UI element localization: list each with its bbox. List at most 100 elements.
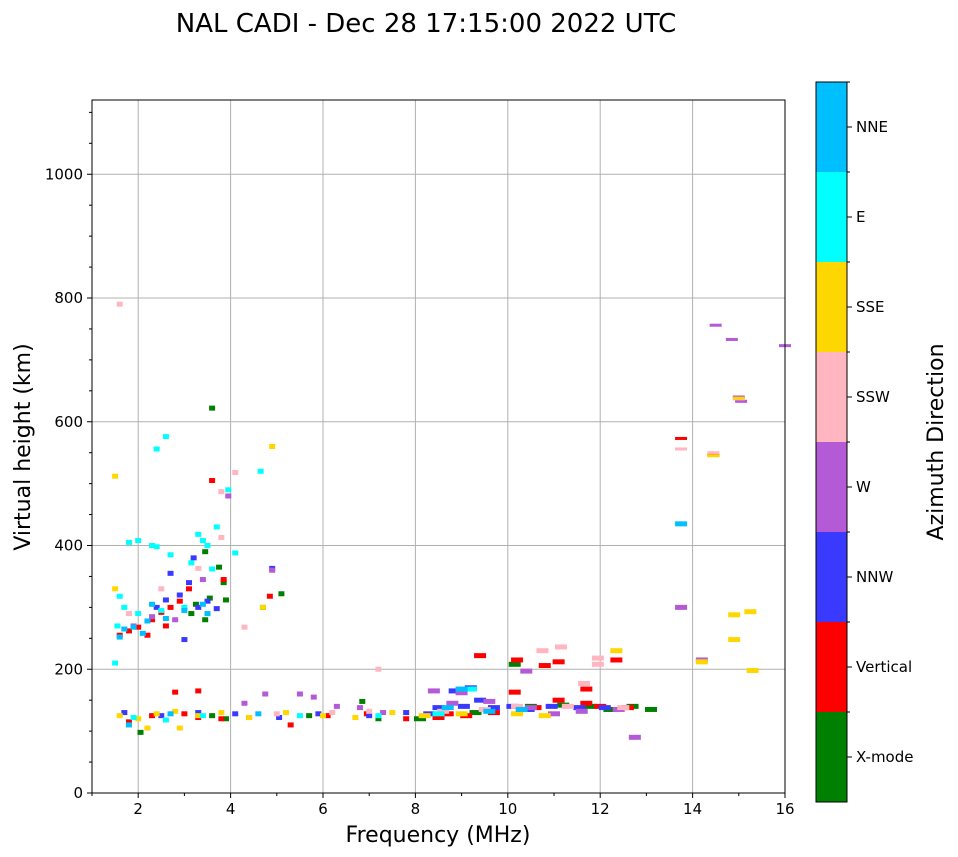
echo-mark-nne [204,611,211,617]
colorbar-tick-label: SSE [856,298,885,316]
echo-mark-x-mode [645,706,658,712]
echo-mark-e [225,487,232,493]
echo-mark-sse [153,711,160,717]
echo-mark-vertical [403,716,410,722]
colorbar-label: Azimuth Direction [924,343,949,540]
echo-mark-w [446,700,459,706]
echo-mark-e [125,539,132,545]
echo-mark-ssw [591,655,604,661]
echo-mark-w [709,323,722,327]
colorbar-tick-label: NNW [856,568,893,586]
echo-mark-sse [172,708,179,714]
y-tick-label: 400 [54,537,83,555]
echo-mark-vertical [508,689,521,695]
echo-mark-x-mode [222,716,229,722]
echo-mark-ssw [675,447,688,451]
echo-mark-sse [744,609,757,615]
echo-mark-vertical [162,623,169,629]
echo-mark-nnw [213,606,220,612]
echo-mark-w [427,688,440,694]
echo-mark-nnw [195,710,202,716]
echo-mark-x-mode [192,601,199,607]
x-tick-label: 2 [133,800,143,818]
echo-mark-nne [199,601,206,607]
x-tick-label: 10 [498,800,517,818]
colorbar-tick-label: E [856,208,865,226]
echo-mark-w [241,700,248,706]
colorbar-tick-label: W [856,478,871,496]
echo-mark-nnw [457,703,470,709]
colorbar-tick-label: X-mode [856,748,913,766]
echo-mark-vertical [135,624,142,630]
colorbar-segment-x-mode [816,712,847,802]
echo-mark-vertical [220,577,227,583]
echo-mark-vertical [125,719,132,725]
echo-mark-vertical [610,657,623,663]
echo-mark-w [296,691,303,697]
echo-mark-nne [515,706,528,712]
echo-mark-nnw [158,713,165,719]
echo-mark-sse [283,710,290,716]
echo-mark-sse [352,715,359,721]
x-tick-label: 16 [775,800,794,818]
echo-mark-nnw [176,592,183,598]
echo-mark-vertical [167,604,174,610]
echo-mark-w [575,708,588,714]
echo-mark-vertical [675,436,688,440]
echo-mark-nnw [598,705,611,711]
echo-mark-ssw [273,711,280,717]
echo-mark-e [162,434,169,440]
echo-mark-w [149,614,156,620]
echo-mark-e [199,713,206,719]
echo-mark-e [162,717,169,723]
echo-mark-x-mode [209,713,216,719]
colorbar-tick-label: NNE [856,118,888,136]
colorbar-segment-vertical [816,622,847,712]
echo-mark-ssw [591,661,604,667]
y-tick-label: 600 [54,413,83,431]
echo-mark-w [269,567,276,573]
echo-mark-x-mode [216,564,223,570]
echo-mark-x-mode [508,661,521,667]
echo-mark-e [199,538,206,544]
colorbar-segment-sse [816,262,847,352]
echo-mark-vertical [580,700,593,706]
echo-mark-ssw [218,534,225,540]
echo-mark-w [380,710,387,716]
echo-mark-ssw [511,703,524,709]
echo-mark-nne [483,708,496,714]
echo-mark-nnw [545,703,558,709]
echo-mark-nne [130,624,137,630]
colorbar-segment-nnw [816,532,847,622]
echo-mark-nnw [162,597,169,603]
x-axis-ticks: 2 4 6 8 10 12 14 16 [91,793,795,818]
chart-title: NAL CADI - Dec 28 17:15:00 2022 UTC [176,9,676,39]
echo-mark-vertical [149,713,156,719]
echo-mark-vertical [552,697,565,703]
echo-mark-nne [455,686,468,692]
echo-mark-sse [610,648,623,654]
echo-mark-e [112,660,119,666]
echo-mark-e [375,713,382,719]
echo-mark-sse [246,715,253,721]
echo-mark-sse [728,637,741,643]
colorbar: X-mode Vertical NNW W SSW SSE E NNE [815,81,913,803]
echo-mark-nne [181,607,188,613]
echo-mark-e [135,611,142,617]
echo-mark-x-mode [202,549,209,555]
y-axis-label: Virtual height (km) [11,343,36,550]
echo-mark-ssw [116,301,123,307]
plot-frame [91,99,786,794]
echo-mark-e [432,711,445,717]
echo-mark-ssw [707,451,720,455]
echo-mark-sse [511,711,524,717]
echo-mark-w [172,617,179,623]
y-tick-label: 1000 [45,165,83,183]
echo-mark-ssw [158,586,165,592]
echo-mark-e [149,543,156,548]
x-axis-label: Frequency (MHz) [346,823,531,848]
echo-mark-x-mode [209,405,216,411]
echo-mark-e [257,468,264,474]
echo-mark-vertical [186,586,193,592]
echo-mark-e [232,550,239,556]
